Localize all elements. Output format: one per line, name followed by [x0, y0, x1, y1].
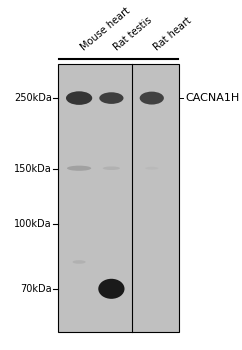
Text: Mouse heart: Mouse heart: [79, 6, 132, 53]
Text: CACNA1H: CACNA1H: [185, 93, 239, 103]
Ellipse shape: [140, 92, 164, 105]
Text: 150kDa: 150kDa: [14, 164, 52, 174]
Text: 70kDa: 70kDa: [20, 284, 52, 294]
Ellipse shape: [103, 167, 120, 170]
Bar: [58, 64, 179, 332]
Text: Rat heart: Rat heart: [152, 16, 193, 53]
Ellipse shape: [73, 260, 86, 264]
Ellipse shape: [98, 279, 125, 299]
Ellipse shape: [67, 166, 91, 171]
Ellipse shape: [99, 92, 123, 104]
Text: 100kDa: 100kDa: [14, 219, 52, 229]
Ellipse shape: [66, 91, 92, 105]
Text: 250kDa: 250kDa: [14, 93, 52, 103]
Ellipse shape: [145, 167, 158, 170]
Text: Rat testis: Rat testis: [111, 15, 153, 53]
